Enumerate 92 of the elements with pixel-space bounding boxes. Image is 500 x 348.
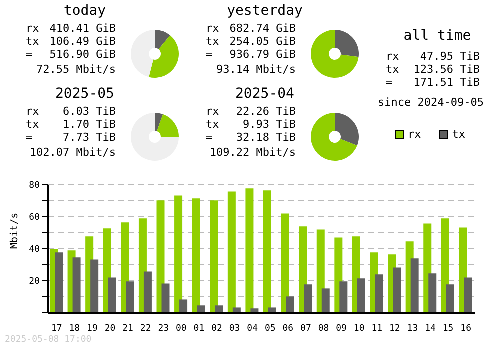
chart-title: yesterday bbox=[226, 3, 304, 19]
text: rx 47.95 TiB bbox=[386, 50, 480, 63]
x-tick-label: 18 bbox=[69, 324, 80, 334]
legend-label: rx bbox=[408, 128, 422, 141]
bar bbox=[108, 278, 116, 313]
text: rx 22.26 TiB bbox=[206, 105, 296, 118]
bar bbox=[174, 196, 183, 313]
text: = 171.51 TiB bbox=[386, 76, 480, 89]
text: 93.14 Mbit/s bbox=[216, 63, 296, 76]
x-tick-label: 02 bbox=[212, 324, 222, 334]
bar bbox=[192, 198, 200, 313]
chart-title: today bbox=[62, 3, 108, 19]
x-tick-label: 17 bbox=[51, 324, 62, 334]
bar bbox=[304, 284, 312, 313]
x-tick-label: 05 bbox=[264, 324, 276, 334]
bar bbox=[264, 190, 272, 313]
legend-label: tx bbox=[452, 128, 466, 141]
donut-slice bbox=[149, 36, 179, 78]
donut-slice bbox=[131, 30, 155, 78]
chart-title: 2025-05 bbox=[54, 86, 116, 102]
bar bbox=[281, 214, 290, 313]
text: since 2024-09-05 bbox=[377, 96, 485, 109]
text: tx 9.93 TiB bbox=[206, 118, 296, 131]
y-tick-label: 40 bbox=[29, 245, 40, 256]
bar bbox=[446, 284, 454, 313]
x-tick-label: 19 bbox=[87, 324, 98, 334]
y-tick-label: 60 bbox=[29, 213, 40, 224]
x-tick-label: 04 bbox=[247, 324, 258, 334]
text: rx 682.74 GiB bbox=[205, 22, 296, 35]
bar bbox=[162, 284, 170, 313]
x-tick-label: 09 bbox=[336, 324, 347, 334]
bar bbox=[464, 278, 472, 313]
text: = 516.90 GiB bbox=[26, 48, 116, 61]
bar bbox=[210, 200, 218, 313]
donut-slice bbox=[157, 114, 179, 137]
bar bbox=[90, 260, 99, 313]
bar bbox=[393, 268, 402, 313]
text: tx 1.70 TiB bbox=[26, 118, 116, 131]
text: tx 106.49 GiB bbox=[25, 35, 116, 48]
x-tick-label: 13 bbox=[407, 324, 418, 334]
text: rx 6.03 TiB bbox=[26, 105, 116, 118]
bar bbox=[126, 282, 134, 313]
text: 102.07 Mbit/s bbox=[28, 146, 116, 159]
text: 72.55 Mbit/s bbox=[36, 63, 116, 76]
bar bbox=[428, 274, 437, 313]
x-tick-label: 12 bbox=[390, 324, 400, 334]
text: tx 123.56 TiB bbox=[386, 63, 480, 76]
bar bbox=[286, 296, 294, 313]
x-tick-label: 21 bbox=[122, 324, 134, 334]
text: tx 254.05 GiB bbox=[205, 35, 296, 48]
bar bbox=[357, 278, 366, 313]
text: rx 410.41 GiB bbox=[25, 22, 116, 35]
x-tick-label: 06 bbox=[282, 324, 294, 334]
x-tick-label: 16 bbox=[460, 324, 472, 334]
x-tick-label: 20 bbox=[104, 324, 116, 334]
x-tick-label: 15 bbox=[442, 324, 454, 334]
x-tick-label: 11 bbox=[372, 324, 383, 334]
bar bbox=[340, 282, 348, 313]
x-tick-label: 14 bbox=[425, 324, 436, 334]
bar bbox=[55, 252, 63, 313]
x-tick-label: 22 bbox=[140, 324, 152, 334]
donut-slice bbox=[311, 30, 359, 78]
text: 109.22 Mbit/s bbox=[208, 146, 296, 159]
bar bbox=[246, 188, 254, 313]
x-tick-label: 01 bbox=[194, 324, 205, 334]
x-tick-label: 03 bbox=[229, 324, 240, 334]
x-tick-label: 07 bbox=[300, 324, 312, 334]
y-tick-label: 80 bbox=[29, 181, 40, 192]
donut-slice bbox=[131, 113, 179, 161]
bar bbox=[322, 288, 330, 313]
text: all time bbox=[402, 28, 472, 44]
donut-slice bbox=[335, 113, 359, 146]
x-tick-label: 23 bbox=[158, 324, 170, 334]
chart-title: 2025-04 bbox=[234, 86, 296, 102]
x-tick-label: 00 bbox=[176, 324, 187, 334]
bar bbox=[180, 300, 188, 313]
donut-slice bbox=[311, 113, 358, 161]
donut-slice bbox=[155, 30, 170, 50]
text: = 936.79 GiB bbox=[206, 48, 296, 61]
donut-slice bbox=[155, 113, 164, 132]
text: = 32.18 TiB bbox=[206, 131, 296, 144]
bar bbox=[144, 272, 152, 313]
bar bbox=[375, 274, 384, 313]
bar bbox=[410, 258, 419, 313]
y-axis-title: Mbit/s bbox=[10, 212, 21, 249]
x-tick-label: 10 bbox=[354, 324, 365, 334]
bar bbox=[72, 258, 81, 313]
text: = 7.73 TiB bbox=[26, 131, 116, 144]
y-tick-label: 20 bbox=[29, 277, 40, 288]
x-tick-label: 08 bbox=[318, 324, 330, 334]
bar bbox=[228, 192, 236, 313]
donut-slice bbox=[335, 30, 359, 58]
